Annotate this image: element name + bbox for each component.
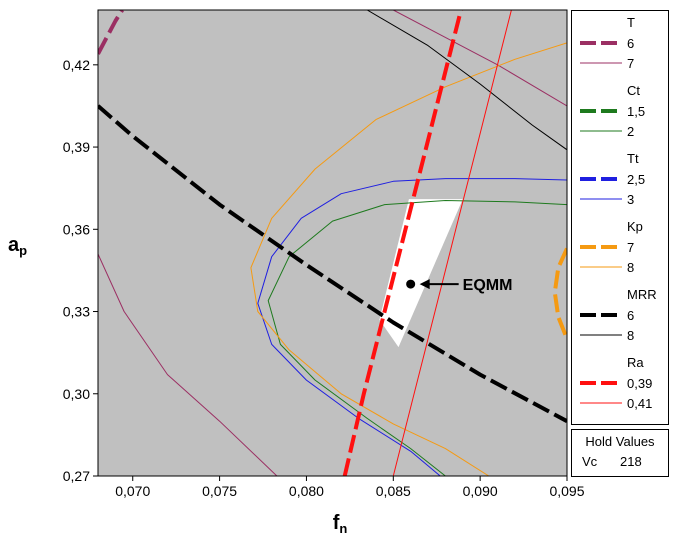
legend-label-tt-3: 3 <box>627 192 634 207</box>
legend-group-mrr: MRR <box>627 287 657 302</box>
legend-label-t-6: 6 <box>627 36 634 51</box>
legend: T 6 7 Ct 1,5 2 Tt 2,5 3 Kp 7 8 MRR 6 8 Ra 0,39 0,41 <box>571 10 669 425</box>
plot-frame <box>97 9 568 477</box>
feasible-region-layer <box>379 199 463 348</box>
x-tick-label: 0,090 <box>463 483 498 499</box>
axis-ticks-layer: 0,070 0,075 0,080 0,085 0,090 0,095 0,27 0,30 0,… <box>63 57 585 499</box>
hold-values-title: Hold Values <box>585 434 655 449</box>
hold-values-value: 218 <box>620 454 642 469</box>
legend-label-t-7: 7 <box>627 56 634 71</box>
legend-group-t: T <box>627 15 635 30</box>
x-tick-label: 0,085 <box>376 483 411 499</box>
y-tick-label: 0,33 <box>63 304 90 320</box>
contour-lines-layer <box>98 10 567 476</box>
contour-t-6 <box>98 10 124 55</box>
legend-group-kp: Kp <box>627 219 643 234</box>
y-tick-label: 0,27 <box>63 468 90 484</box>
contour-mrr-8 <box>366 10 567 151</box>
x-tick-label: 0,075 <box>202 483 237 499</box>
contour-t-7 <box>393 10 567 107</box>
eqmm-point <box>406 279 416 289</box>
contour-t-7 <box>98 253 278 476</box>
plot-area <box>98 10 567 476</box>
legend-label-mrr-8: 8 <box>627 328 634 343</box>
legend-label-tt-2-5: 2,5 <box>627 172 645 187</box>
y-tick-label: 0,42 <box>63 57 90 73</box>
y-tick-label: 0,39 <box>63 139 90 155</box>
legend-group-ct: Ct <box>627 83 640 98</box>
contour-ra-0-41 <box>392 10 512 476</box>
contour-mrr-6 <box>98 104 567 423</box>
legend-label-kp-8: 8 <box>627 260 634 275</box>
feasible-region <box>379 199 463 348</box>
legend-group-tt: Tt <box>627 151 639 166</box>
contour-kp-8 <box>250 42 567 476</box>
x-tick-label: 0,070 <box>115 483 150 499</box>
legend-label-kp-7: 7 <box>627 240 634 255</box>
legend-label-mrr-6: 6 <box>627 308 634 323</box>
legend-label-ra-0-39: 0,39 <box>627 376 652 391</box>
y-tick-label: 0,30 <box>63 386 90 402</box>
hold-values-variable: Vc <box>582 454 598 469</box>
contour-kp-7 <box>552 247 567 340</box>
annotation-layer: EQMM <box>406 277 512 294</box>
y-axis-label: ap <box>8 234 27 258</box>
hold-values-box: Hold Values Vc 218 <box>571 429 669 477</box>
y-tick-label: 0,36 <box>63 221 90 237</box>
legend-items: T 6 7 Ct 1,5 2 Tt 2,5 3 Kp 7 8 MRR 6 8 Ra 0,39 0,41 <box>580 15 657 411</box>
legend-group-ra: Ra <box>627 355 644 370</box>
legend-label-ct-2: 2 <box>627 124 634 139</box>
x-tick-label: 0,080 <box>289 483 324 499</box>
legend-label-ct-1-5: 1,5 <box>627 104 645 119</box>
eqmm-label: EQMM <box>463 277 513 294</box>
x-tick-label: 0,095 <box>549 483 584 499</box>
legend-label-ra-0-41: 0,41 <box>627 396 652 411</box>
eqmm-arrow-head <box>419 279 430 290</box>
contour-ct-2 <box>267 200 567 476</box>
contour-ra-0-39 <box>342 10 463 476</box>
x-axis-label: fn <box>333 512 348 536</box>
